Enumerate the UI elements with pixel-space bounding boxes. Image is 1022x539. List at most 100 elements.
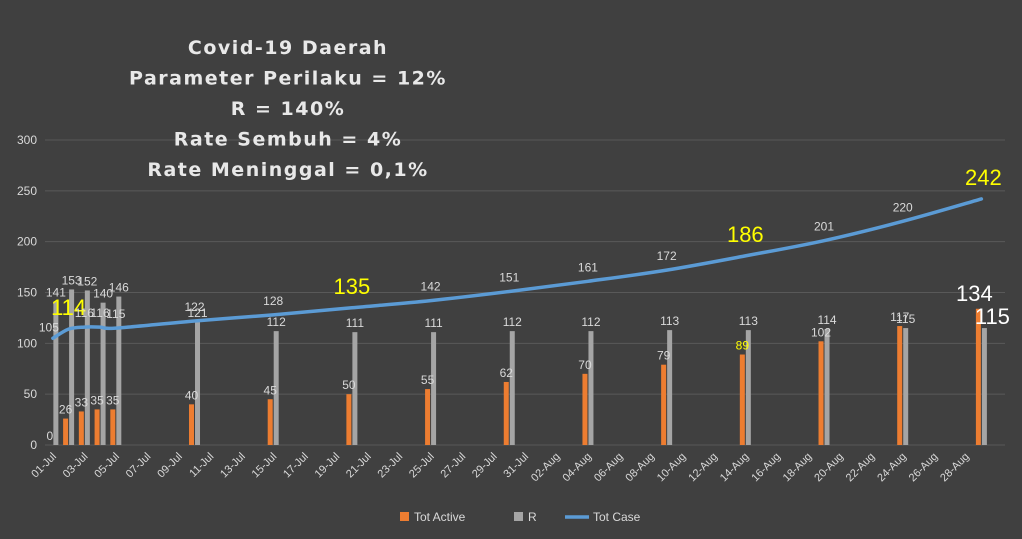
legend-label: R — [528, 510, 537, 524]
tot-active-bar — [739, 354, 745, 445]
r-data-label: 111 — [346, 316, 365, 330]
r-data-label: 115 — [896, 312, 915, 326]
x-tick-label: 23-Jul — [376, 451, 406, 481]
x-tick-label: 18-Aug — [781, 451, 815, 485]
r-bar — [100, 302, 106, 445]
r-bar — [431, 332, 437, 445]
tot-case-data-label: 116 — [75, 306, 94, 320]
tot-case-data-label: 116 — [91, 306, 110, 320]
x-tick-label: 13-Jul — [218, 451, 248, 481]
tot-active-data-label: 35 — [106, 393, 120, 407]
y-axis: 0 50 100 150 200 250 300 — [17, 133, 37, 452]
tot-active-data-label: 89 — [736, 339, 750, 353]
gridlines — [45, 139, 1005, 446]
x-tick-label: 29-Jul — [470, 451, 500, 481]
y-tick-label: 0 — [30, 438, 37, 452]
x-tick-label: 16-Aug — [749, 451, 783, 485]
r-data-label: 140 — [93, 287, 113, 301]
title-line: Covid-19 Daerah — [188, 37, 388, 59]
tot-active-bar — [78, 411, 84, 445]
r-data-label: 121 — [187, 306, 207, 320]
x-tick-label: 09-Jul — [155, 451, 185, 481]
tot-active-data-label: 40 — [185, 388, 199, 402]
r-data-label: 153 — [62, 273, 82, 287]
y-tick-label: 50 — [24, 387, 38, 401]
r-data-label: 115 — [975, 304, 1010, 329]
tot-case-data-label: 161 — [578, 260, 598, 274]
r-bar — [588, 331, 594, 445]
x-tick-label: 17-Jul — [281, 451, 311, 481]
x-tick-label: 19-Jul — [313, 451, 343, 481]
r-bar — [824, 329, 830, 445]
x-tick-label: 26-Aug — [907, 451, 941, 485]
r-data-label: 112 — [503, 315, 522, 329]
tot-active-bar — [63, 418, 69, 445]
x-tick-label: 04-Aug — [560, 451, 594, 485]
tot-case-line — [51, 197, 984, 340]
tot-case-data-label: 105 — [39, 320, 59, 334]
x-tick-label: 10-Aug — [655, 451, 689, 485]
r-data-label: 146 — [109, 281, 129, 295]
r-bar — [981, 328, 987, 445]
tot-active-bar — [110, 409, 116, 445]
tot-case-data-label: 151 — [499, 270, 519, 284]
tot-active-bar — [425, 389, 431, 445]
r-bar — [53, 301, 59, 445]
x-tick-label: 22-Aug — [844, 451, 878, 485]
x-tick-label: 20-Aug — [812, 451, 846, 485]
tot-active-data-label: 134 — [956, 281, 993, 306]
tot-case-data-label: 115 — [106, 307, 125, 321]
tot-case-data-label: 135 — [334, 274, 371, 299]
x-tick-label: 25-Jul — [407, 451, 437, 481]
tot-active-data-label: 26 — [59, 403, 73, 417]
x-tick-label: 01-Jul — [29, 451, 59, 481]
r-data-label: 141 — [46, 286, 66, 300]
tot-case-data-label: 186 — [727, 222, 764, 247]
title-line: R = 140% — [231, 98, 345, 120]
y-tick-label: 150 — [17, 286, 37, 300]
tot-active-data-label: 62 — [500, 366, 514, 380]
tot-case-data-label: 242 — [965, 165, 1002, 190]
x-tick-label: 11-Jul — [187, 451, 216, 480]
tot-case-data-label: 114 — [51, 295, 86, 320]
x-tick-label: 24-Aug — [875, 451, 909, 485]
x-tick-label: 15-Jul — [250, 451, 280, 481]
r-bar — [69, 289, 75, 445]
r-bar — [509, 331, 515, 445]
x-axis: 01-Jul 03-Jul 05-Jul 07-Jul 09-Jul 11-Jul 13-J… — [29, 451, 971, 485]
tot-case-data-label: 220 — [893, 200, 913, 214]
tot-active-data-label: 55 — [421, 373, 435, 387]
title-line: Rate Meninggal = 0,1% — [147, 159, 428, 181]
r-bar — [745, 330, 751, 445]
r-data-label: 152 — [77, 274, 97, 288]
legend-label: Tot Case — [593, 510, 641, 524]
y-tick-label: 100 — [17, 336, 37, 350]
tot-case-data-label: 142 — [421, 280, 441, 294]
r-bar — [116, 296, 122, 445]
x-tick-label: 12-Aug — [686, 451, 720, 485]
x-tick-label: 21-Jul — [344, 451, 374, 481]
x-tick-label: 14-Aug — [718, 451, 752, 485]
x-tick-label: 27-Jul — [438, 451, 468, 481]
legend-swatch — [514, 512, 523, 521]
tot-case-data-label: 201 — [814, 220, 834, 234]
legend-label: Tot Active — [414, 510, 466, 524]
tot-active-bar — [346, 394, 352, 445]
tot-active-data-label: 35 — [90, 393, 104, 407]
legend-swatch — [400, 512, 409, 521]
tot-active-bar — [897, 326, 903, 445]
tot-active-bar — [94, 409, 100, 445]
x-tick-label: 06-Aug — [592, 451, 626, 485]
legend: Tot Active R Tot Case — [400, 510, 641, 524]
r-data-label: 113 — [739, 314, 758, 328]
tot-case-data-label: 172 — [657, 249, 677, 263]
tot-active-bar — [267, 399, 273, 445]
line-series — [51, 197, 984, 340]
tot-active-data-label: 50 — [342, 378, 356, 392]
tot-active-data-label: 0 — [47, 429, 54, 443]
x-tick-label: 02-Aug — [529, 451, 563, 485]
tot-active-data-label: 45 — [264, 383, 278, 397]
